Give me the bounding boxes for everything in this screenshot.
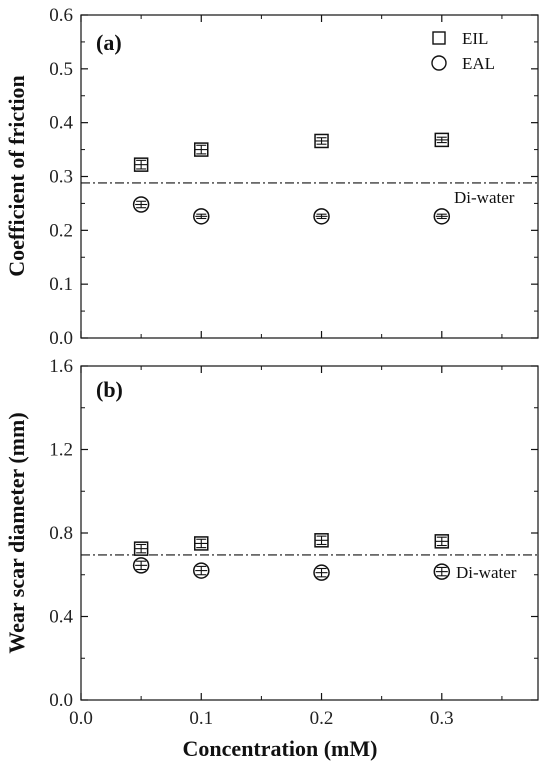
a-eal-point bbox=[193, 208, 210, 225]
b-ytick-label: 1.2 bbox=[49, 440, 73, 461]
b-eil-point bbox=[314, 533, 329, 548]
b-ytick-label: 0.4 bbox=[49, 607, 73, 628]
a-ytick-label: 0.1 bbox=[49, 274, 73, 295]
legend-eil-swatch bbox=[432, 31, 446, 45]
legend-eal-swatch bbox=[431, 55, 447, 71]
a-eil-point bbox=[133, 157, 149, 172]
b-ytick-label: 1.6 bbox=[49, 356, 73, 377]
panel-b-wear-scar: 0.0 0.4 0.8 1.2 1.6 0.0 0.1 0.2 0.3 (b) Di-water… bbox=[4, 356, 539, 761]
b-eal-point bbox=[132, 557, 150, 574]
a-eal-point bbox=[313, 208, 330, 225]
a-eil-point bbox=[434, 132, 450, 148]
b-eal-point bbox=[193, 562, 210, 579]
panel-a-y-axis-label: Coefficient of friction bbox=[4, 75, 29, 277]
a-eal-point bbox=[433, 208, 451, 225]
panel-b-ticks: 0.0 0.4 0.8 1.2 1.6 0.0 0.1 0.2 0.3 bbox=[49, 356, 538, 729]
b-ytick-label: 0.8 bbox=[49, 523, 73, 544]
xtick-label: 0.3 bbox=[430, 708, 454, 729]
panel-b-reference-label: Di-water bbox=[456, 563, 517, 582]
a-eal-point bbox=[132, 196, 150, 213]
panel-b-label: (b) bbox=[96, 377, 123, 402]
a-eil-point bbox=[194, 142, 209, 157]
b-eal-point bbox=[433, 563, 451, 580]
a-ytick-label: 0.6 bbox=[49, 5, 73, 26]
b-eil-point bbox=[133, 541, 149, 556]
panel-a-friction: 0.0 0.1 0.2 0.3 0.4 0.5 0.6 (a) Di-water EIL E… bbox=[4, 5, 539, 349]
xtick-label: 0.2 bbox=[310, 708, 334, 729]
a-ytick-label: 0.4 bbox=[49, 113, 73, 134]
b-ytick-label: 0.0 bbox=[49, 690, 73, 711]
a-ytick-label: 0.3 bbox=[49, 167, 73, 188]
panel-a-markers bbox=[132, 132, 451, 225]
legend-eil-label: EIL bbox=[462, 29, 488, 48]
b-eil-point bbox=[434, 534, 450, 549]
a-ytick-label: 0.0 bbox=[49, 328, 73, 349]
a-eil-point bbox=[314, 133, 329, 149]
x-axis-label: Concentration (mM) bbox=[183, 736, 378, 761]
xtick-label: 0.1 bbox=[189, 708, 213, 729]
panel-b-markers bbox=[132, 533, 451, 581]
a-ytick-label: 0.5 bbox=[49, 59, 73, 80]
a-ytick-label: 0.2 bbox=[49, 220, 73, 241]
b-eil-point bbox=[194, 536, 209, 551]
xtick-label: 0.0 bbox=[69, 708, 93, 729]
panel-b-y-axis-label: Wear scar diameter (mm) bbox=[4, 412, 29, 653]
legend-eal-label: EAL bbox=[462, 54, 495, 73]
panel-a-ticks: 0.0 0.1 0.2 0.3 0.4 0.5 0.6 bbox=[49, 5, 538, 349]
panel-b-frame bbox=[80, 365, 539, 701]
panel-a-label: (a) bbox=[96, 30, 122, 55]
legend: EIL EAL bbox=[431, 29, 495, 73]
panel-a-reference-label: Di-water bbox=[454, 188, 515, 207]
b-eal-point bbox=[313, 564, 330, 581]
